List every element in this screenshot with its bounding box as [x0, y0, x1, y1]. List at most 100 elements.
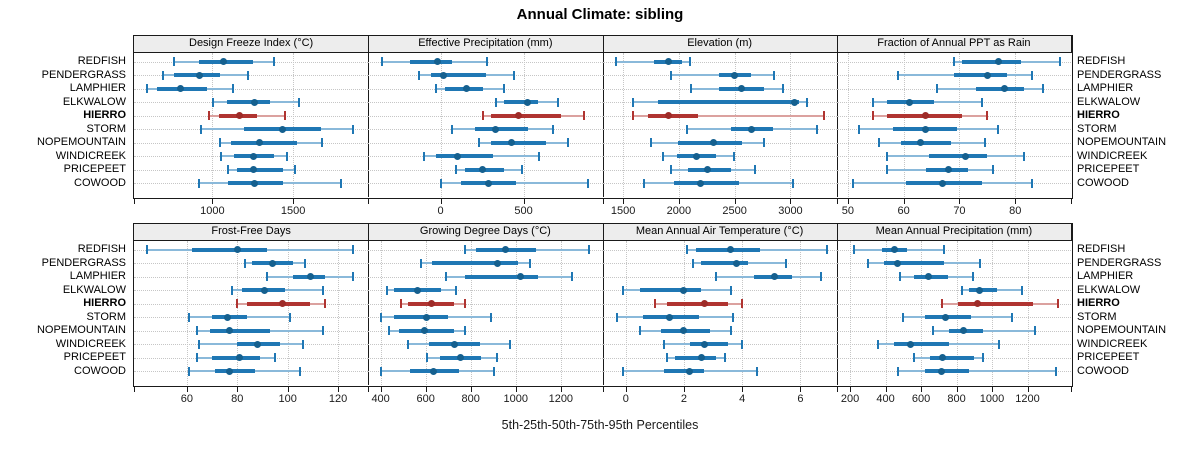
gridline-vertical	[293, 53, 295, 197]
panel-title: Elevation (m)	[687, 37, 753, 49]
site-label-right: LAMPHIER	[1077, 270, 1134, 282]
median-dot	[440, 71, 448, 79]
axis-edge-tick	[368, 198, 370, 204]
median-dot	[427, 300, 435, 307]
axis-tick-label: 2000	[666, 205, 692, 217]
site-label-right: NOPEMOUNTAIN	[1077, 324, 1167, 336]
whisker-cap-low	[381, 57, 384, 66]
panel-plot	[602, 241, 837, 385]
whisker-cap-high	[509, 339, 512, 349]
whisker-cap-high	[495, 353, 498, 362]
whisker-cap-low	[885, 151, 888, 161]
gridline-vertical	[237, 241, 239, 385]
site-label-right: HIERRO	[1077, 109, 1120, 121]
whisker-cap-high	[781, 84, 784, 93]
axis-tick	[623, 198, 625, 204]
whisker-cap-high	[587, 245, 590, 254]
gridline-vertical	[212, 53, 214, 197]
iqr-bar	[212, 355, 260, 360]
site-label-right: PRICEPEET	[1077, 351, 1140, 363]
axis-tick-label: 1500	[280, 205, 306, 217]
site-label-right: ELKWALOW	[1077, 283, 1141, 296]
gridline-vertical	[523, 53, 525, 197]
whisker-cap-low	[425, 353, 428, 362]
median-dot	[961, 152, 969, 160]
axis-tick-label: 2	[680, 393, 688, 405]
median-dot	[894, 259, 902, 267]
median-dot	[235, 112, 243, 119]
axis-tick-label: 80	[1009, 205, 1022, 217]
site-label-left: LAMPHIER	[69, 82, 126, 94]
iqr-bar	[247, 301, 311, 306]
iqr-bar	[929, 355, 975, 360]
axis-tick-label: 4	[739, 393, 746, 405]
median-dot	[938, 354, 946, 361]
site-label-right: REDFISH	[1077, 55, 1126, 67]
iqr-bar	[928, 154, 988, 158]
whisker-cap-low	[417, 70, 420, 80]
site-label-right: PENDERGRASS	[1077, 68, 1162, 81]
gridline-vertical	[625, 241, 627, 385]
whisker-cap-high	[299, 366, 302, 376]
panel-plot	[134, 53, 369, 197]
iqr-bar	[409, 59, 453, 64]
whisker-cap-high	[324, 299, 327, 308]
median-dot	[697, 354, 705, 361]
whisker-cap-low	[714, 272, 717, 281]
axis-tick-label: 800	[461, 393, 480, 405]
whisker-cap-low	[852, 245, 855, 254]
axis-tick	[440, 198, 442, 204]
median-dot	[727, 246, 735, 253]
whisker-cap-low	[670, 70, 673, 80]
median-dot	[693, 152, 701, 160]
panel-plot	[134, 241, 369, 385]
whisker-cap-high	[784, 258, 787, 268]
axis-tick	[425, 386, 427, 392]
axis-tick-label: 3000	[778, 205, 803, 217]
gridline-horizontal	[602, 61, 837, 63]
median-dot	[944, 166, 952, 173]
whisker-cap-high	[1030, 178, 1033, 188]
axis-tick-label: 0	[437, 205, 444, 217]
whisker-cap-high	[339, 178, 342, 188]
axis-tick-label: 100	[278, 393, 297, 405]
whisker-cap-high	[587, 178, 590, 188]
gridline-horizontal	[134, 75, 369, 76]
median-dot	[939, 179, 947, 187]
whisker-cap-low	[198, 178, 201, 188]
whisker-cap-low	[379, 312, 382, 322]
site-label-left: COWOOD	[74, 176, 126, 189]
whisker-cap-low	[897, 70, 900, 80]
axis-edge-tick	[1071, 386, 1072, 392]
whisker-cap-low	[902, 312, 905, 322]
gridline-vertical	[470, 241, 472, 385]
gridline-vertical	[959, 53, 961, 197]
axis-tick	[560, 386, 562, 392]
whisker-cap-high	[753, 165, 756, 174]
site-label-right: COWOOD	[1077, 176, 1129, 189]
site-label-right: STORM	[1077, 310, 1117, 323]
whisker-cap-high	[689, 57, 692, 66]
axis-edge-tick	[602, 198, 604, 204]
whisker-cap-high	[301, 339, 304, 349]
gridline-vertical	[847, 53, 849, 197]
iqr-bar	[962, 59, 1021, 64]
axis-tick	[1015, 198, 1017, 204]
whisker-cap-high	[321, 326, 324, 335]
median-dot	[665, 313, 673, 321]
median-dot	[423, 313, 431, 321]
iqr-bar	[230, 140, 298, 145]
iqr-bar	[394, 315, 449, 319]
axis-tick	[956, 386, 958, 392]
whisker-cap-high	[490, 312, 492, 322]
median-dot	[680, 286, 688, 294]
gridline-vertical	[1027, 241, 1029, 385]
median-dot	[451, 340, 459, 348]
whisker-cap-high	[792, 178, 795, 188]
whisker-cap-high	[1010, 312, 1013, 322]
axis-tick-label: 70	[953, 205, 966, 217]
whisker-cap-low	[885, 165, 888, 174]
axis-tick-label: 1000	[200, 205, 225, 217]
median-dot	[665, 112, 673, 119]
